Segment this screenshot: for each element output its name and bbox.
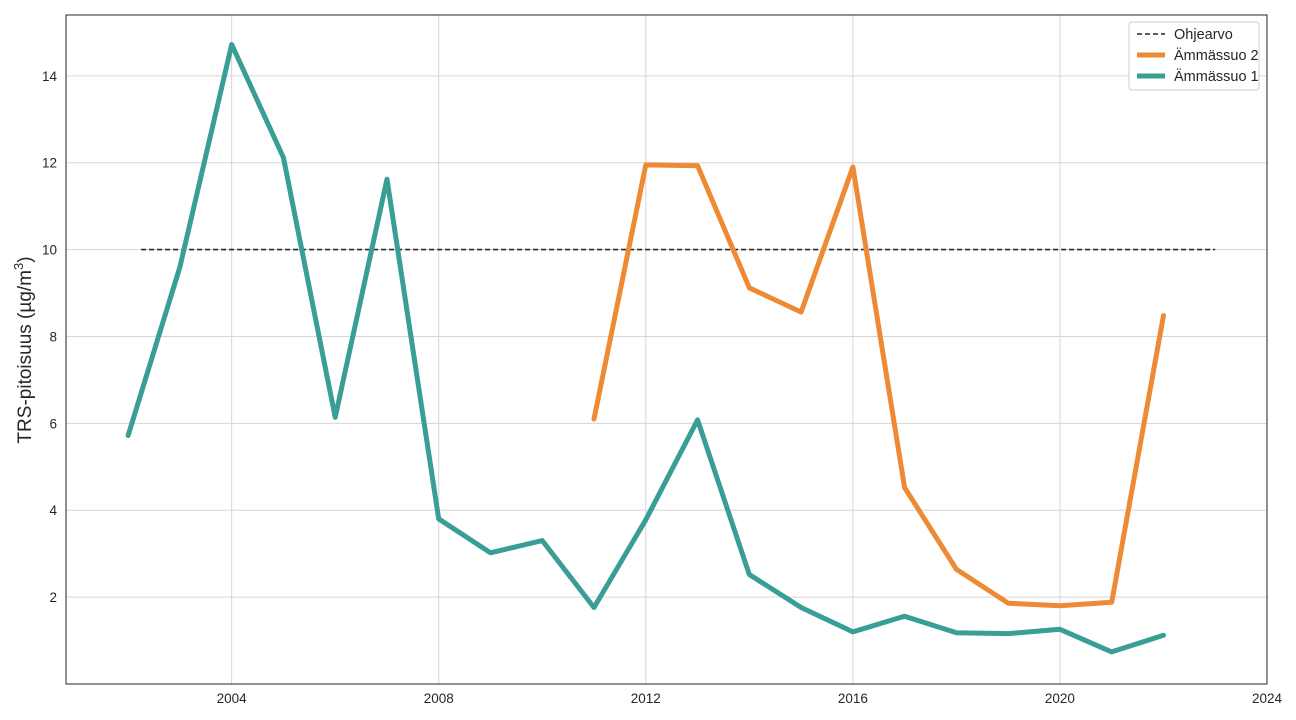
plot-background	[66, 15, 1267, 684]
series-lines	[125, 42, 1216, 655]
legend-label--mm-ssuo-2: Ämmässuo 2	[1174, 47, 1259, 64]
legend-label-ohjearvo: Ohjearvo	[1174, 27, 1233, 43]
y-tick-label: 6	[49, 416, 57, 431]
y-tick-label: 2	[49, 590, 57, 605]
y-tick-labels: 2 4 6 8 10 12 14	[42, 69, 58, 605]
plot-frame	[65, 14, 1268, 685]
legend: Ohjearvo Ämmässuo 2 Ämmässuo 1	[1128, 21, 1260, 91]
x-tick-label: 2004	[217, 691, 248, 706]
y-tick-label: 8	[49, 329, 57, 344]
x-tick-label: 2008	[424, 691, 454, 706]
y-tick-label: 14	[42, 69, 58, 84]
legend-label--mm-ssuo-1: Ämmässuo 1	[1174, 68, 1259, 85]
x-tick-label: 2012	[631, 691, 661, 706]
series-line--mm-ssuo-2	[591, 162, 1166, 609]
x-tick-label: 2020	[1045, 691, 1075, 706]
x-tick-label: 2024	[1252, 691, 1283, 706]
y-gridlines	[66, 75, 1267, 598]
y-tick-label: 10	[42, 243, 57, 258]
y-tick-label: 12	[42, 156, 57, 171]
x-tick-label: 2016	[838, 691, 868, 706]
y-tick-label: 4	[49, 503, 57, 518]
y-axis-label: TRS-pitoisuus (µg/m3)	[11, 256, 36, 443]
legend-box	[1128, 21, 1260, 91]
x-tick-labels: 2004 2008 2012 2016 2020 2024	[217, 691, 1283, 706]
